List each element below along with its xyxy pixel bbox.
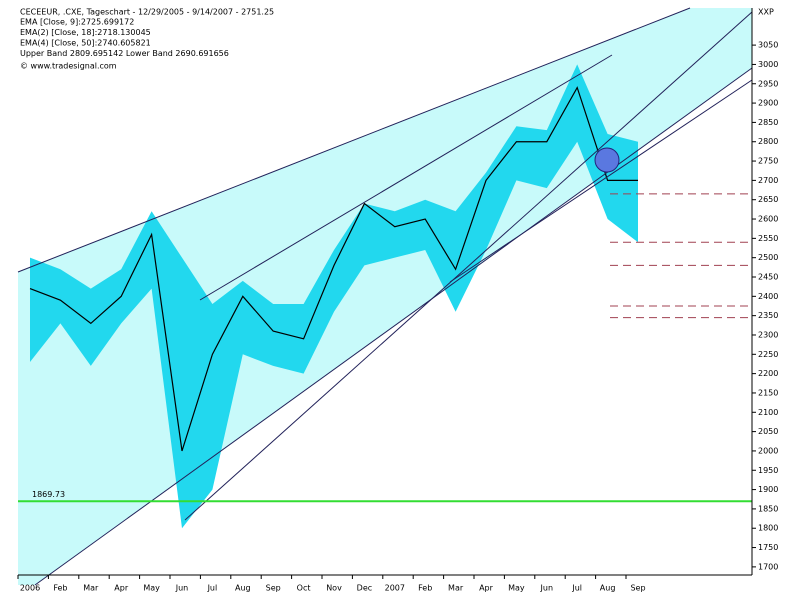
x-tick-label: Mar <box>448 584 464 593</box>
y-tick-label: 1800 <box>758 524 778 533</box>
x-tick-label: 2007 <box>385 584 405 593</box>
x-tick-label: Jun <box>175 584 189 593</box>
x-tick-label: Apr <box>479 584 494 593</box>
y-tick-label: 2600 <box>758 215 778 224</box>
y-tick-label: 2400 <box>758 292 778 301</box>
legend-entry: Upper Band 2809.695142 Lower Band 2690.6… <box>20 49 229 58</box>
y-tick-label: 2000 <box>758 446 778 455</box>
x-tick-label: May <box>143 584 160 593</box>
y-tick-label: 2350 <box>758 311 778 320</box>
legend-entry: EMA(4) [Close, 50]:2740.605821 <box>20 39 151 48</box>
y-tick-label: 2950 <box>758 79 778 88</box>
x-tick-label: Dec <box>357 584 372 593</box>
x-tick-label: Nov <box>326 584 342 593</box>
y-tick-label: 1900 <box>758 485 778 494</box>
x-tick-label: Jul <box>571 584 582 593</box>
price-line <box>29 86 638 452</box>
y-tick-label: 1700 <box>758 562 778 571</box>
trend-line <box>34 67 753 586</box>
y-tick-label: 2250 <box>758 350 778 359</box>
y-tick-label: 2300 <box>758 330 778 339</box>
x-tick-label: Feb <box>418 584 432 593</box>
legend-entry: EMA(2) [Close, 18]:2718.130045 <box>20 28 151 37</box>
y-tick-label: 2150 <box>758 388 778 397</box>
axis-label: XXP <box>758 8 774 17</box>
x-tick-label: Sep <box>630 584 645 593</box>
x-tick-label: Aug <box>600 584 616 593</box>
x-tick-label: Jul <box>207 584 218 593</box>
legend-entry: EMA [Close, 9]:2725.699172 <box>20 18 134 27</box>
x-tick-label: 2006 <box>20 584 40 593</box>
chart-title: CECEEUR, .CXE, Tageschart - 12/29/2005 -… <box>20 8 274 17</box>
y-tick-label: 1850 <box>758 504 778 513</box>
y-tick-label: 3050 <box>758 41 778 50</box>
support-label: 1869.73 <box>32 490 65 499</box>
x-tick-label: May <box>508 584 525 593</box>
source: © www.tradesignal.com <box>20 62 117 71</box>
y-tick-label: 2450 <box>758 273 778 282</box>
y-tick-label: 2500 <box>758 253 778 262</box>
trend-line <box>449 79 753 283</box>
x-tick-label: Feb <box>53 584 67 593</box>
x-tick-label: Apr <box>114 584 129 593</box>
trend-line <box>199 54 613 301</box>
y-tick-label: 1950 <box>758 466 778 475</box>
trend-line <box>17 7 691 273</box>
x-tick-label: Jun <box>540 584 554 593</box>
y-tick-label: 2550 <box>758 234 778 243</box>
plot-area <box>18 8 752 585</box>
y-tick-label: 2700 <box>758 176 778 185</box>
x-tick-label: Oct <box>297 584 311 593</box>
y-tick-label: 3000 <box>758 60 778 69</box>
marker-circle <box>594 147 620 173</box>
y-tick-label: 2100 <box>758 408 778 417</box>
x-tick-label: Sep <box>266 584 281 593</box>
y-tick-label: 2900 <box>758 99 778 108</box>
y-tick-label: 2800 <box>758 137 778 146</box>
y-tick-label: 2200 <box>758 369 778 378</box>
y-tick-label: 2050 <box>758 427 778 436</box>
x-tick-label: Mar <box>83 584 99 593</box>
y-tick-label: 2650 <box>758 195 778 204</box>
y-tick-label: 1750 <box>758 543 778 552</box>
y-tick-label: 2850 <box>758 118 778 127</box>
y-tick-label: 2750 <box>758 157 778 166</box>
overlays: 1869.73 <box>17 7 753 586</box>
x-tick-label: Aug <box>235 584 251 593</box>
trend-line <box>184 11 753 521</box>
